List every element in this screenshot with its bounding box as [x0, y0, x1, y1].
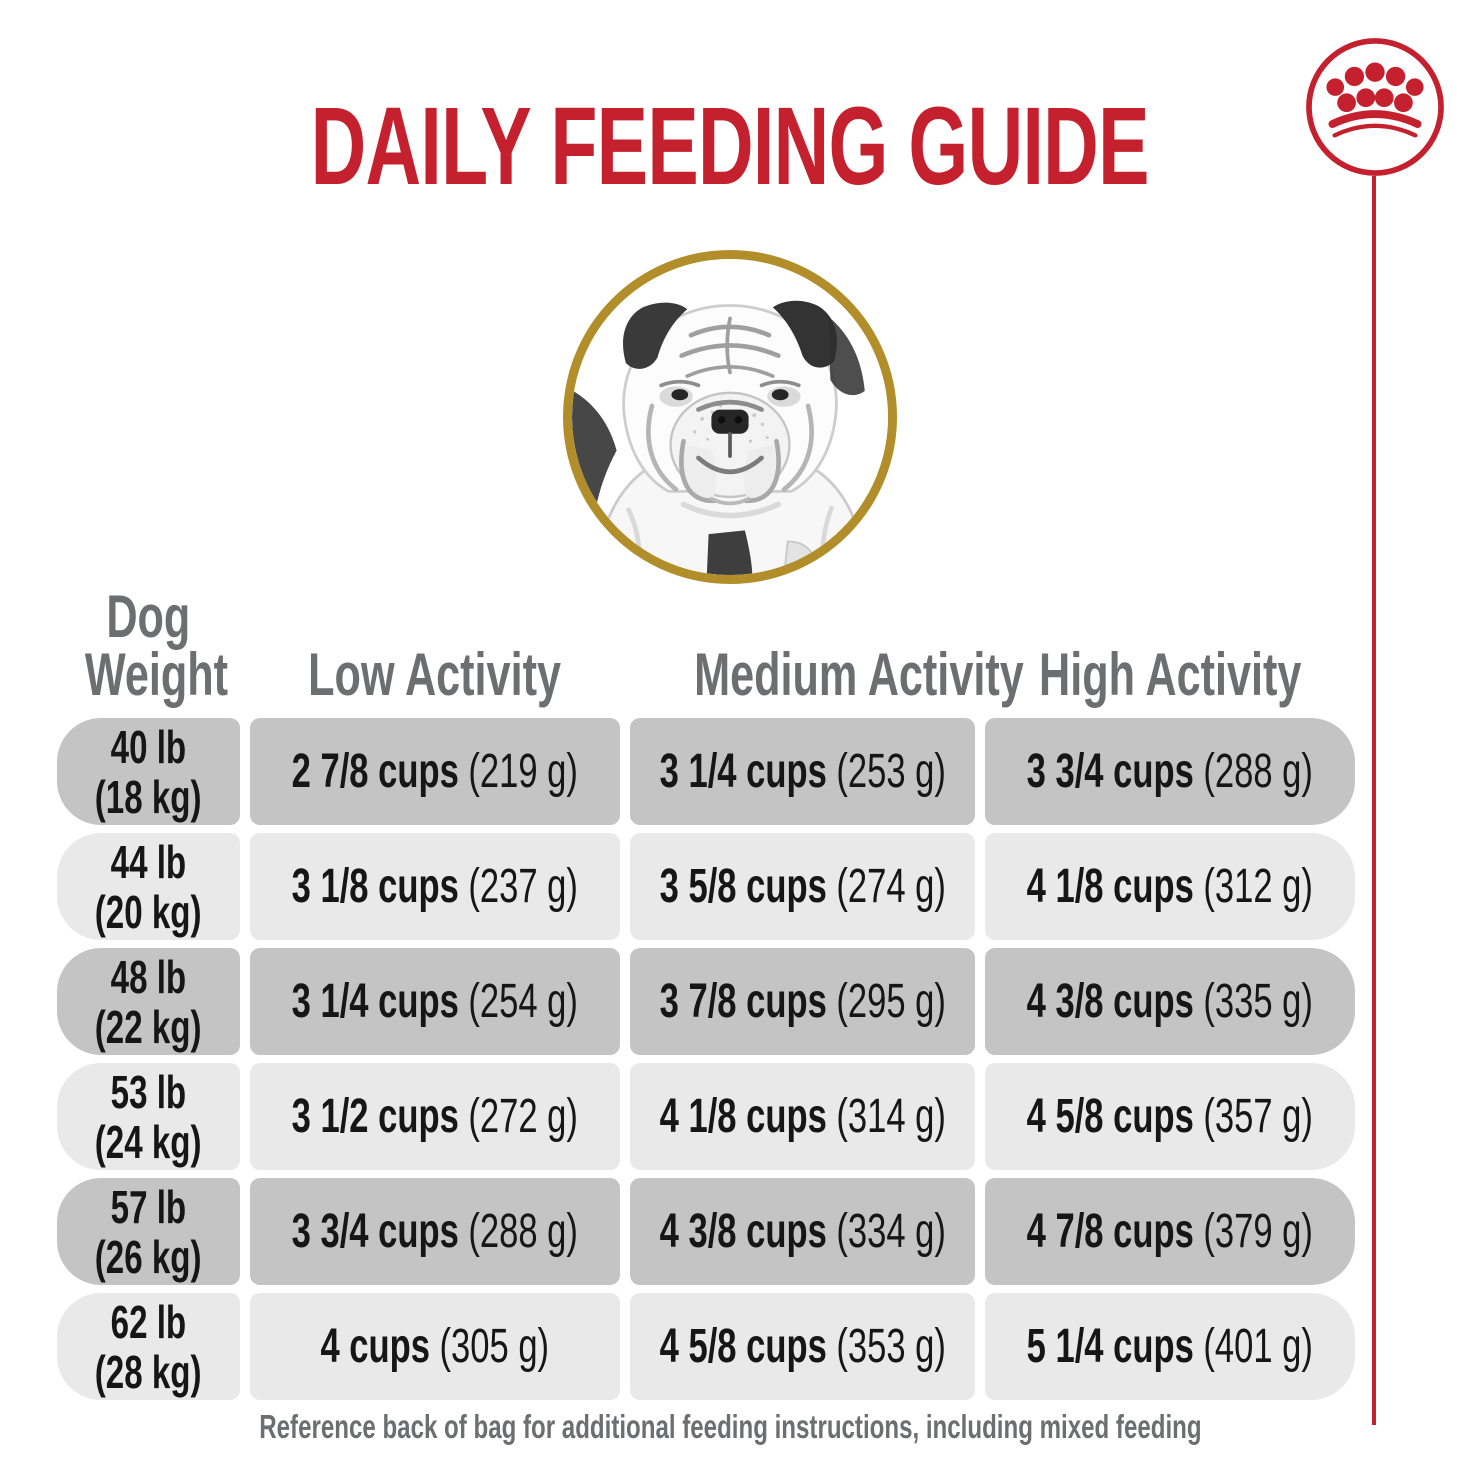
header-low-activity: Low Activity [308, 641, 562, 708]
footer-note: Reference back of bag for additional fee… [258, 1408, 1202, 1445]
low-activity-cell: 4 cups (305 g) [250, 1293, 620, 1400]
page-title: DAILY FEEDING GUIDE [310, 85, 1150, 208]
high-activity-cell: 4 5/8 cups (357 g) [985, 1063, 1355, 1170]
high-activity-cell: 5 1/4 cups (401 g) [985, 1293, 1355, 1400]
high-activity-cell: 4 1/8 cups (312 g) [985, 833, 1355, 940]
weight-cell: 40 lb (18 kg) [57, 718, 240, 825]
low-activity-cell: 3 1/8 cups (237 g) [250, 833, 620, 940]
weight-cell: 44 lb (20 kg) [57, 833, 240, 940]
medium-activity-cell: 4 1/8 cups (314 g) [630, 1063, 975, 1170]
high-activity-cell: 4 3/8 cups (335 g) [985, 948, 1355, 1055]
weight-cell: 48 lb (22 kg) [57, 948, 240, 1055]
low-activity-cell: 2 7/8 cups (219 g) [250, 718, 620, 825]
medium-activity-cell: 3 7/8 cups (295 g) [630, 948, 975, 1055]
table-header-row: Dog Weight Low Activity Medium Activity … [57, 560, 1355, 710]
header-dog-weight: Dog Weight [84, 583, 229, 708]
low-activity-cell: 3 3/4 cups (288 g) [250, 1178, 620, 1285]
low-activity-cell: 3 1/2 cups (272 g) [250, 1063, 620, 1170]
medium-activity-cell: 3 1/4 cups (253 g) [630, 718, 975, 825]
medium-activity-cell: 3 5/8 cups (274 g) [630, 833, 975, 940]
weight-cell: 62 lb (28 kg) [57, 1293, 240, 1400]
weight-cell: 57 lb (26 kg) [57, 1178, 240, 1285]
medium-activity-cell: 4 5/8 cups (353 g) [630, 1293, 975, 1400]
feeding-table: 40 lb (18 kg) 2 7/8 cups (219 g) 3 1/4 c… [57, 718, 1355, 1400]
header-medium-activity: Medium Activity [694, 641, 1024, 708]
high-activity-cell: 4 7/8 cups (379 g) [985, 1178, 1355, 1285]
medium-activity-cell: 4 3/8 cups (334 g) [630, 1178, 975, 1285]
bulldog-photo [563, 250, 897, 584]
low-activity-cell: 3 1/4 cups (254 g) [250, 948, 620, 1055]
header-high-activity: High Activity [1038, 641, 1302, 708]
bulldog-illustration [572, 259, 888, 575]
weight-cell: 53 lb (24 kg) [57, 1063, 240, 1170]
high-activity-cell: 3 3/4 cups (288 g) [985, 718, 1355, 825]
brand-vertical-line [1372, 176, 1376, 1425]
royal-canin-crown-icon [1306, 38, 1444, 176]
